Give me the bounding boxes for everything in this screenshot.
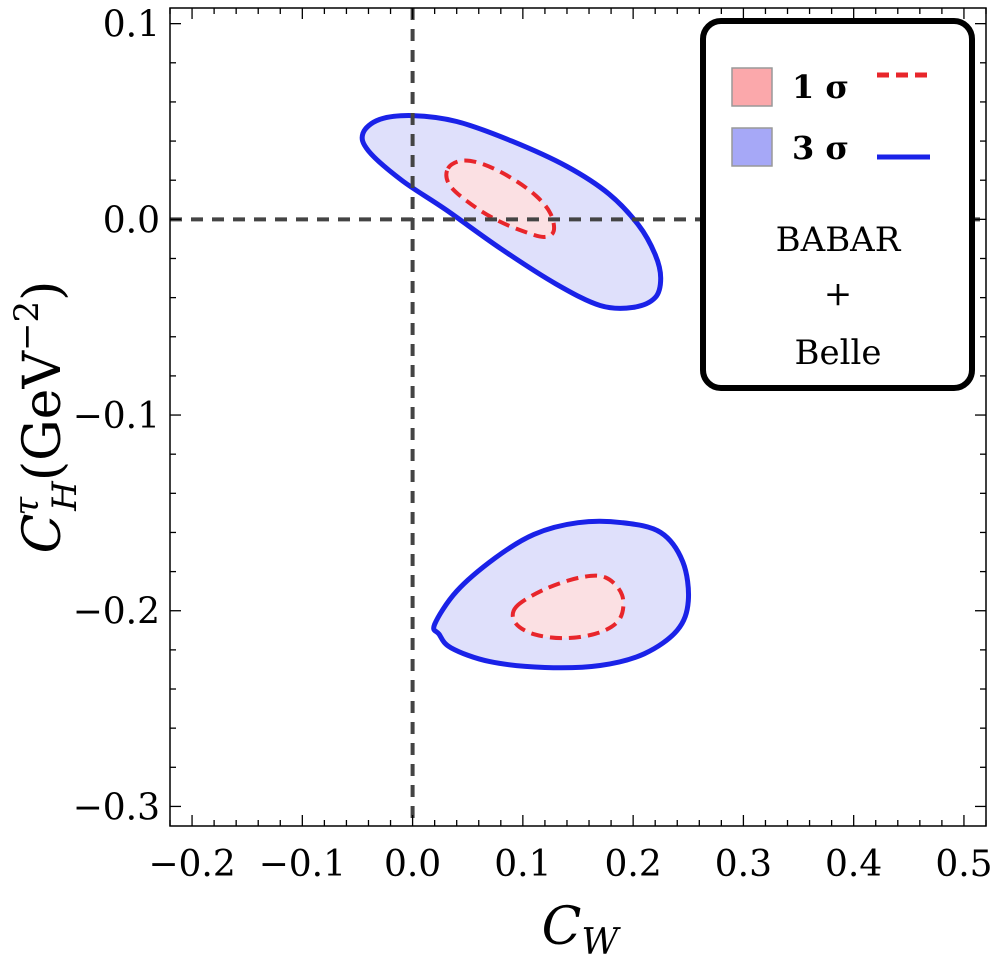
y-tick-label: −0.3: [73, 787, 160, 828]
legend: 1 σ 3 σ BABAR + Belle: [700, 18, 975, 391]
y-tick-label: −0.1: [73, 396, 160, 437]
legend-note-babar: BABAR: [776, 220, 902, 260]
legend-box: [700, 18, 975, 391]
x-axis-label: CW: [542, 897, 622, 956]
region-outline-3-0: [359, 113, 664, 311]
regions-layer: [359, 113, 692, 671]
legend-label-1sigma: 1 σ: [792, 68, 849, 106]
ticks-layer: [169, 8, 987, 826]
legend-swatch-1sigma: [731, 67, 773, 107]
region-fill-1-1: [512, 575, 624, 639]
legend-label-3sigma: 3 σ: [792, 129, 849, 167]
x-tick-label: 0.3: [715, 844, 772, 885]
region-outline-3-1: [431, 518, 692, 671]
x-tick-label: 0.0: [384, 844, 441, 885]
x-tick-label: 0.4: [825, 844, 882, 885]
region-outline-1-1: [510, 573, 626, 641]
legend-note-plus: +: [824, 274, 853, 314]
y-tick-label: 0.1: [103, 5, 160, 46]
plot-frame: [169, 7, 987, 827]
region-outline-1-0: [444, 158, 557, 239]
legend-swatch-3sigma: [731, 127, 773, 167]
x-tick-label: 0.2: [605, 844, 662, 885]
x-tick-label: 0.1: [494, 844, 551, 885]
y-tick-label: 0.0: [103, 200, 160, 241]
x-tick-label: −0.2: [148, 844, 235, 885]
tick-labels: −0.2 −0.1 0.0 0.1 0.2 0.3 0.4 0.5 0.1 0.0 −0.1 −0.2…: [73, 5, 993, 885]
y-tick-label: −0.2: [73, 592, 160, 633]
legend-note-belle: Belle: [795, 333, 882, 373]
x-tick-label: −0.1: [259, 844, 346, 885]
y-axis-label: CτH(GeV−2): [7, 281, 85, 554]
x-tick-label: 0.5: [935, 844, 992, 885]
